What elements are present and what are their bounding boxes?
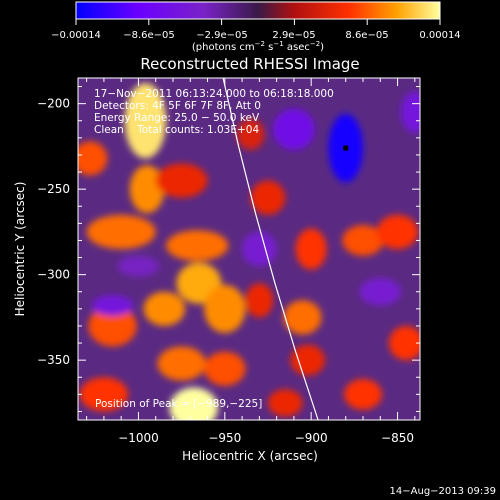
annotation-clean-counts: Clean Total counts: 1.03E+04 [94, 124, 259, 136]
y-axis-label: Heliocentric Y (arcsec) [13, 182, 27, 317]
intensity-blob [290, 344, 325, 376]
annotation-energy-range: Energy Range: 25.0 − 50.0 keV [94, 112, 260, 124]
intensity-blob [250, 180, 286, 215]
colorbar-tick-label: −0.00014 [51, 30, 101, 41]
intensity-blob [88, 305, 137, 347]
intensity-blob [242, 231, 277, 267]
annotations: 17−Nov−2011 06:13:24.000 to 06:18:18.000… [94, 88, 334, 410]
intensity-blob [204, 351, 246, 386]
y-tick-label: −250 [37, 182, 70, 196]
x-axis-ticks [86, 78, 416, 420]
intensity-blob [157, 346, 206, 381]
chart-title: Reconstructed RHESSI Image [140, 55, 359, 73]
intensity-blob [245, 283, 274, 318]
x-axis-label: Heliocentric X (arcsec) [182, 449, 318, 463]
intensity-blob [268, 389, 303, 417]
intensity-blob [91, 295, 134, 316]
footer-timestamp: 14−Aug−2013 09:39 [390, 486, 496, 497]
plot-frame [77, 77, 421, 421]
intensity-blob [342, 225, 384, 256]
intensity-blob [124, 83, 167, 159]
intensity-blob [166, 230, 229, 261]
plot-area: 17−Nov−2011 06:13:24.000 to 06:18:18.000… [77, 77, 421, 421]
intensity-blob [78, 141, 108, 176]
intensity-blob [169, 387, 218, 420]
x-tick-label: −1000 [118, 431, 159, 445]
x-tick-label: −900 [295, 431, 328, 445]
x-tick-label: −850 [381, 431, 414, 445]
colorbar-tick-label: 8.6e−05 [345, 30, 388, 41]
intensity-map [78, 83, 420, 420]
colorbar-units: (photons cm−2 s−1 asec−2) [192, 40, 324, 53]
colorbar-tick-label: 2.9e−05 [272, 30, 315, 41]
peak-position-label: Position of Peak = [−989,−225] [95, 398, 262, 410]
colorbar-gradient [75, 1, 441, 20]
intensity-blob [273, 108, 315, 150]
intensity-blob [155, 163, 208, 198]
intensity-blob [359, 278, 401, 306]
intensity-blob [143, 291, 186, 326]
y-tick-label: −300 [37, 268, 70, 282]
y-axis-tick-labels: −200 −250 −300 −350 [37, 97, 70, 367]
annotation-detectors: Detectors: 4F 5F 6F 7F 8F, Att 0 [94, 100, 261, 112]
intensity-blob [388, 325, 420, 361]
intensity-blob [236, 119, 265, 150]
intensity-blob [79, 377, 129, 412]
colorbar-tick-label: −8.6e−05 [123, 30, 175, 41]
intensity-blob [376, 214, 419, 249]
annotation-time-range: 17−Nov−2011 06:13:24.000 to 06:18:18.000 [94, 88, 334, 100]
intensity-blob [204, 284, 246, 333]
colorbar-tick-label: −2.9e−05 [196, 30, 248, 41]
colorbar-tick-labels: −0.00014 −8.6e−05 −2.9e−05 2.9e−05 8.6e−… [51, 30, 461, 41]
colorbar: −0.00014 −8.6e−05 −2.9e−05 2.9e−05 8.6e−… [51, 1, 461, 53]
intensity-blob [401, 91, 420, 133]
solar-limb-curve [222, 78, 319, 420]
peak-marker-square [343, 145, 349, 151]
x-tick-label: −950 [208, 431, 241, 445]
intensity-blob [117, 255, 160, 277]
y-tick-label: −200 [37, 97, 70, 111]
y-tick-label: −350 [37, 353, 70, 367]
x-axis-tick-labels: −1000 −950 −900 −850 [118, 431, 414, 445]
intensity-blob [295, 228, 327, 270]
intensity-blob [283, 300, 322, 335]
colorbar-tick-label: 0.00014 [419, 30, 460, 41]
intensity-blob [344, 378, 382, 410]
intensity-blob [129, 165, 165, 214]
y-axis-ticks [78, 86, 420, 412]
peak-marker [343, 145, 349, 151]
colorbar-ticks [75, 19, 441, 25]
intensity-blob [86, 214, 156, 249]
